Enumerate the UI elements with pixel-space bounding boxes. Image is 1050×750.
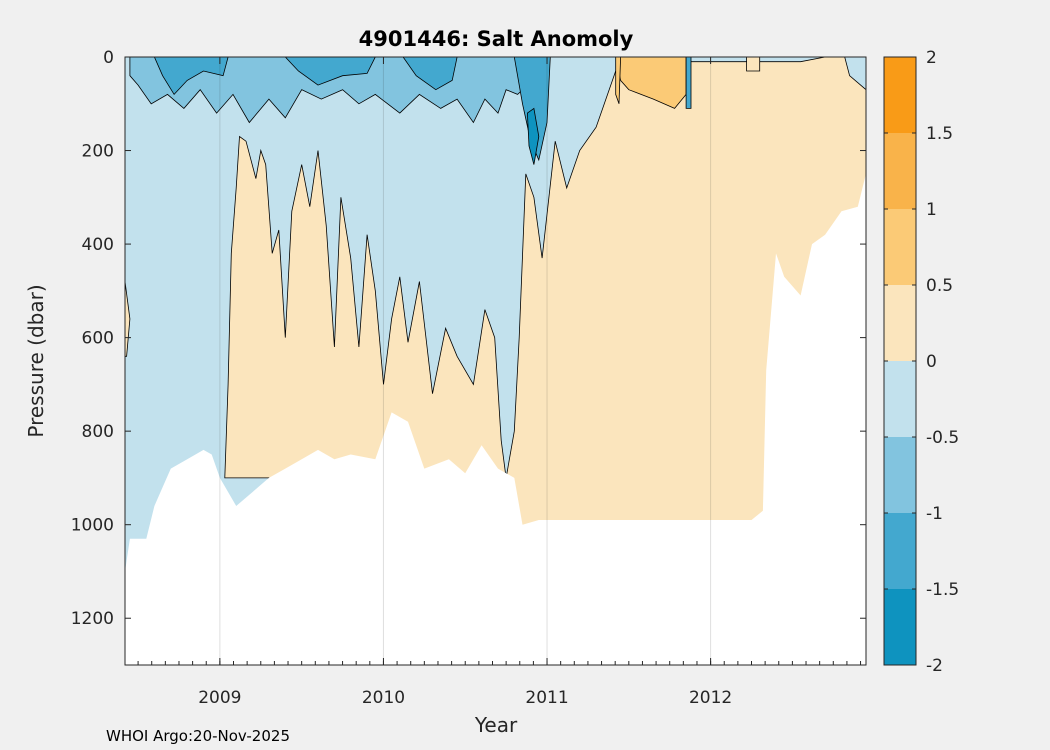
colorbar-tick-label-6: -1 <box>926 504 943 524</box>
colorbar-segment-0 <box>884 589 916 665</box>
y-tick-label-0: 0 <box>103 48 114 68</box>
contour-field <box>125 57 866 665</box>
colorbar-tick-label-8: -2 <box>926 656 943 676</box>
x-tick-label-2: 2011 <box>525 688 568 708</box>
colorbar-tick-label-7: -1.5 <box>926 580 959 600</box>
contour-region-10 <box>513 57 551 162</box>
x-tick-label-1: 2010 <box>362 688 405 708</box>
colorbar-segment-3 <box>884 361 916 437</box>
colorbar-segment-1 <box>884 513 916 589</box>
colorbar-segment-4 <box>884 285 916 361</box>
contour-region-5 <box>615 57 622 104</box>
footer-stamp: WHOI Argo:20-Nov-2025 <box>106 727 290 745</box>
contour-region-2 <box>224 135 507 479</box>
colorbar-tick-label-3: 0.5 <box>926 276 953 296</box>
colorbar-segment-7 <box>884 57 916 133</box>
axes-box <box>124 56 867 666</box>
y-axis-label: Pressure (dbar) <box>24 284 48 437</box>
y-tick-label-3: 600 <box>82 329 114 349</box>
contour-region-13 <box>526 107 540 165</box>
contour-region-11 <box>685 57 692 109</box>
contour-region-8 <box>284 57 376 86</box>
y-tick-label-2: 400 <box>82 235 114 255</box>
colorbar-segment-6 <box>884 133 916 209</box>
x-tick-label-0: 2009 <box>198 688 241 708</box>
colorbar-tick-label-4: 0 <box>926 352 937 372</box>
colorbar-tick-label-1: 1.5 <box>926 124 953 144</box>
colorbar-tick-label-5: -0.5 <box>926 428 959 448</box>
x-tick-label-3: 2012 <box>689 688 732 708</box>
colorbar: 2 1.5 1 0.5 0 -0.5 -1 -1.5 -2 <box>883 48 959 676</box>
no-data-mask <box>125 173 866 665</box>
chart-title: 4901446: Salt Anomoly <box>359 27 634 51</box>
colorbar-segment-2 <box>884 437 916 513</box>
y-tick-label-5: 1000 <box>71 516 114 536</box>
x-axis-label: Year <box>474 713 518 737</box>
plot-area <box>125 57 866 665</box>
colorbar-segment-5 <box>884 209 916 285</box>
y-tick-label-1: 200 <box>82 142 114 162</box>
axes: 0 200 400 600 800 1000 1200 2009 2010 2011 2012 <box>71 48 867 708</box>
colorbar-tick-label-2: 1 <box>926 200 937 220</box>
colorbar-tick-label-0: 2 <box>926 48 937 68</box>
y-tick-label-6: 1200 <box>71 609 114 629</box>
contour-region-7 <box>153 57 229 96</box>
contour-region-12 <box>746 57 761 72</box>
y-tick-label-4: 800 <box>82 422 114 442</box>
contour-region-9 <box>402 57 458 91</box>
